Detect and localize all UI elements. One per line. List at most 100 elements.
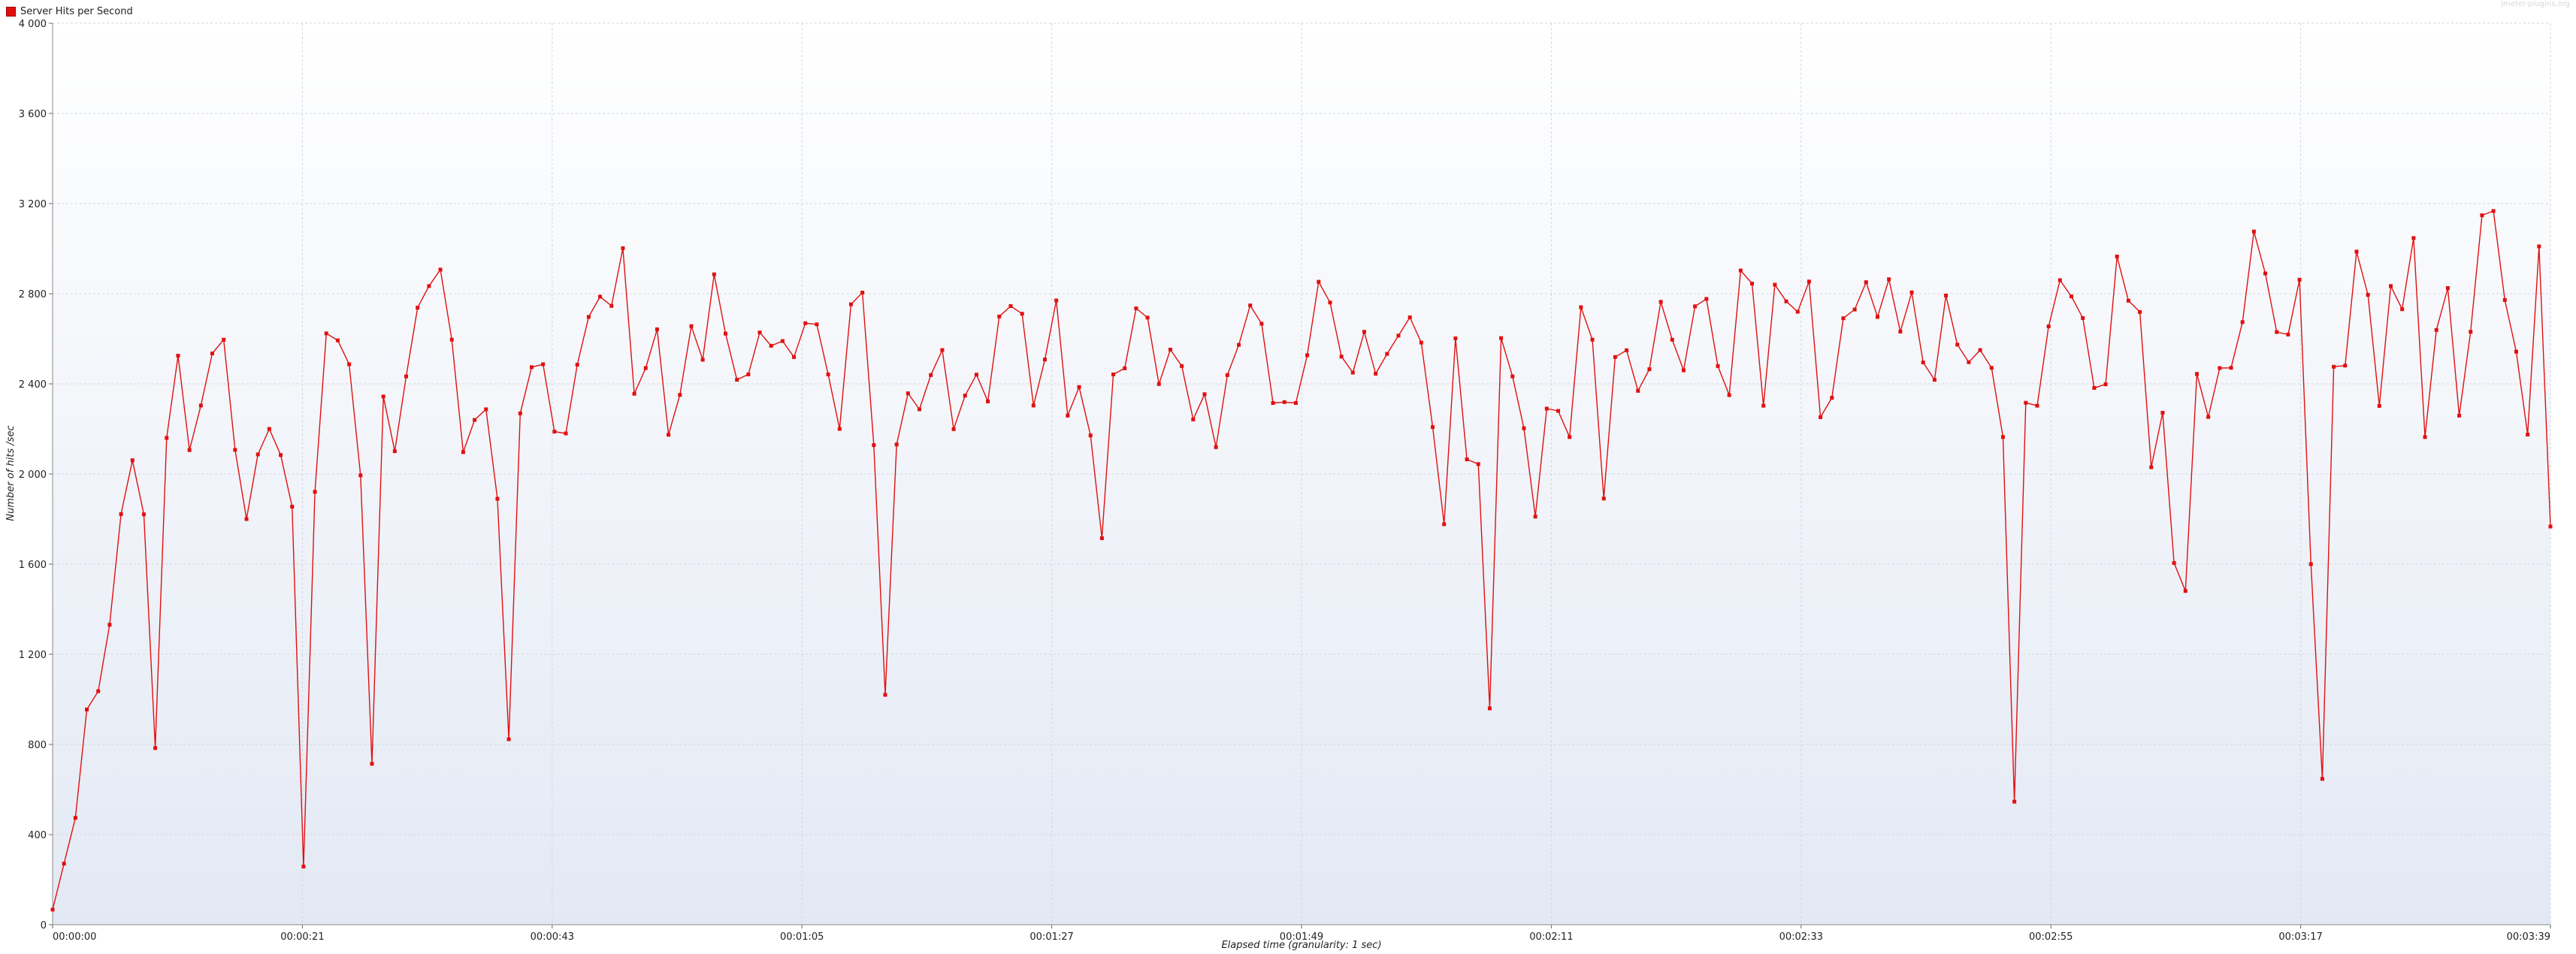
data-point xyxy=(335,338,340,343)
data-point xyxy=(2502,297,2507,302)
y-tick-label: 2 400 xyxy=(19,379,47,391)
data-point xyxy=(1978,348,1982,352)
data-point xyxy=(2332,364,2336,369)
data-point xyxy=(826,372,830,376)
data-point xyxy=(370,762,374,766)
data-point xyxy=(279,453,283,457)
x-tick-label: 00:01:05 xyxy=(780,931,824,943)
data-point xyxy=(598,294,603,299)
data-point xyxy=(1293,401,1298,405)
data-point xyxy=(2354,249,2359,254)
data-point xyxy=(1465,457,1469,461)
data-point xyxy=(1214,445,1218,449)
y-tick-label: 0 xyxy=(41,920,47,931)
data-point xyxy=(2343,364,2348,368)
x-tick-label: 00:02:55 xyxy=(2029,931,2073,943)
data-point xyxy=(2218,366,2222,370)
data-point xyxy=(997,314,1002,319)
data-point xyxy=(689,324,694,328)
data-point xyxy=(1544,406,1549,411)
data-point xyxy=(324,331,328,336)
data-point xyxy=(1271,401,1275,405)
data-point xyxy=(940,348,945,352)
data-point xyxy=(1077,385,1081,389)
data-point xyxy=(1670,337,1674,342)
data-point xyxy=(2366,293,2370,297)
data-point xyxy=(484,407,488,412)
data-point xyxy=(1647,367,1652,371)
data-point xyxy=(1932,378,1937,382)
y-tick-label: 1 600 xyxy=(19,560,47,571)
data-point xyxy=(1533,515,1537,519)
data-point xyxy=(2149,465,2154,469)
data-point xyxy=(1955,343,1960,347)
series-line xyxy=(52,210,2551,910)
data-point xyxy=(1237,343,1241,347)
data-point xyxy=(244,517,249,521)
data-point xyxy=(1145,315,1150,320)
data-point xyxy=(1887,277,1891,282)
x-axis-label: Elapsed time (granularity: 1 sec) xyxy=(1221,940,1381,951)
data-point xyxy=(1944,293,1949,297)
x-tick-label: 00:03:39 xyxy=(2507,931,2550,943)
data-point xyxy=(2320,777,2324,781)
data-point xyxy=(404,374,409,379)
data-point xyxy=(1180,364,1184,368)
data-point xyxy=(1568,435,1572,439)
grid xyxy=(52,23,2551,925)
data-point xyxy=(2012,799,2017,804)
data-point xyxy=(1031,403,1036,408)
data-point xyxy=(1693,304,1698,309)
data-point xyxy=(2548,524,2553,529)
data-point xyxy=(1864,280,1868,285)
data-point xyxy=(724,331,728,336)
data-point xyxy=(757,331,762,335)
data-point xyxy=(495,497,500,501)
data-point xyxy=(1522,426,1526,430)
data-point xyxy=(1898,329,1903,334)
data-point xyxy=(1852,307,1857,312)
data-point xyxy=(974,373,978,377)
data-point xyxy=(1442,522,1447,527)
data-point xyxy=(1909,290,1914,294)
data-point xyxy=(1419,340,1423,345)
data-point xyxy=(392,449,397,454)
x-tick-label: 00:01:49 xyxy=(1280,931,1323,943)
data-point xyxy=(381,394,385,399)
data-point xyxy=(2400,307,2405,312)
data-point xyxy=(1350,370,1355,375)
data-point xyxy=(1305,353,1310,358)
data-point xyxy=(1088,433,1093,438)
data-point xyxy=(1248,303,1253,308)
data-point xyxy=(918,407,922,412)
y-tick-label: 2 000 xyxy=(19,469,47,481)
data-point xyxy=(2514,349,2518,354)
data-point xyxy=(986,399,990,403)
data-point xyxy=(449,337,454,342)
data-point xyxy=(1054,298,1059,303)
data-point xyxy=(1499,336,1504,340)
data-point xyxy=(1830,396,1834,400)
data-point xyxy=(1590,337,1595,342)
data-point xyxy=(2024,400,2028,405)
data-point xyxy=(1795,309,1800,314)
data-point xyxy=(2491,209,2496,213)
data-point xyxy=(712,272,716,276)
data-point xyxy=(1339,355,1344,359)
data-point xyxy=(541,362,546,367)
data-point xyxy=(2070,294,2074,299)
data-point xyxy=(73,816,77,820)
data-point xyxy=(1362,330,1366,334)
data-point xyxy=(1750,282,1755,285)
data-point xyxy=(1111,372,1116,376)
data-point xyxy=(85,708,89,711)
data-point xyxy=(1476,462,1480,466)
data-point xyxy=(1008,304,1013,308)
y-tick-label: 2 800 xyxy=(19,289,47,300)
data-point xyxy=(735,378,739,382)
data-point xyxy=(2469,330,2473,334)
data-point xyxy=(438,267,443,272)
x-tick-label: 00:02:33 xyxy=(1779,931,1823,943)
data-point xyxy=(1042,358,1047,362)
data-point xyxy=(1773,282,1777,287)
